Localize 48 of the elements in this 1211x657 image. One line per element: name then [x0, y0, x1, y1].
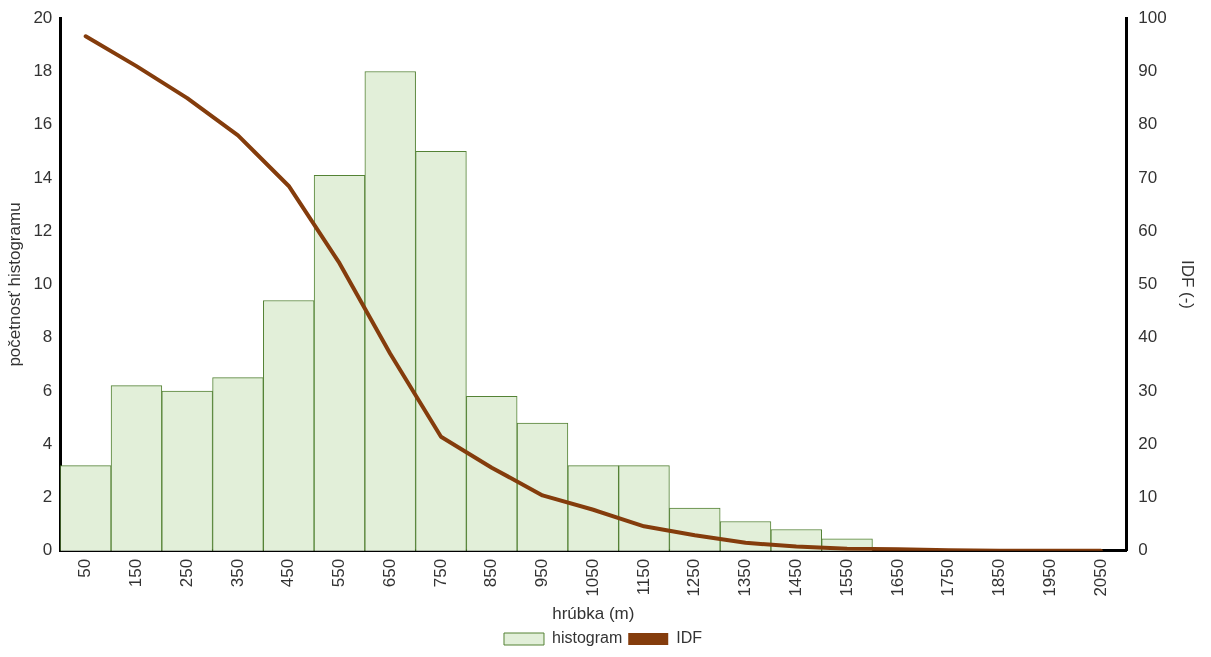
y-tick-label: 16 — [33, 114, 53, 134]
y-tick-label: 18 — [33, 61, 53, 81]
y2-tick-label: 70 — [1138, 167, 1158, 187]
y2-tick-label: 100 — [1138, 7, 1167, 27]
x-tick-label: 1150 — [633, 558, 653, 596]
y-tick-label: 14 — [33, 167, 53, 187]
y2-axis-title: IDF (-) — [1178, 259, 1198, 310]
y2-tick-label: 40 — [1138, 327, 1158, 347]
legend-label: histogram — [551, 629, 623, 647]
x-tick-label: 450 — [278, 558, 298, 588]
x-tick-label: 250 — [176, 558, 196, 588]
x-tick-label: 1650 — [887, 558, 907, 597]
y2-tick-label: 80 — [1138, 114, 1158, 134]
y-tick-label: 10 — [33, 274, 53, 294]
y-axis-title: početnosť histogramu — [4, 202, 24, 367]
x-axis-title: hrúbka (m) — [552, 604, 635, 624]
y2-tick-label: 50 — [1138, 274, 1158, 294]
x-tick-label: 950 — [532, 558, 552, 588]
x-tick-label: 1750 — [938, 558, 958, 597]
x-tick-label: 350 — [227, 558, 247, 588]
x-tick-label: 1550 — [836, 558, 856, 597]
y-tick-label: 0 — [42, 540, 53, 560]
y2-tick-label: 0 — [1138, 540, 1148, 560]
x-tick-label: 1350 — [735, 558, 755, 597]
x-tick-label: 1050 — [582, 558, 602, 597]
x-tick-label: 750 — [430, 558, 450, 588]
y-tick-label: 20 — [33, 7, 53, 27]
y2-tick-label: 10 — [1138, 487, 1158, 507]
x-tick-label: 550 — [329, 558, 349, 588]
y-tick-label: 12 — [33, 220, 53, 240]
y2-tick-label: 60 — [1138, 220, 1158, 240]
x-tick-label: 2050 — [1090, 558, 1110, 597]
x-tick-label: 1250 — [684, 558, 704, 597]
y-tick-label: 2 — [42, 487, 53, 507]
y2-tick-label: 30 — [1138, 380, 1158, 400]
y2-tick-label: 90 — [1138, 61, 1158, 81]
y-tick-label: 6 — [42, 380, 53, 400]
y-tick-label: 4 — [42, 433, 53, 453]
x-tick-label: 850 — [481, 558, 501, 588]
y2-tick-label: 20 — [1138, 433, 1158, 453]
x-tick-label: 150 — [126, 558, 146, 588]
x-tick-label: 1950 — [1039, 558, 1059, 597]
x-tick-label: 50 — [75, 558, 95, 578]
x-tick-label: 650 — [379, 558, 399, 588]
legend-label: IDF — [676, 629, 703, 647]
y-tick-label: 8 — [42, 327, 53, 347]
x-tick-label: 1450 — [785, 558, 805, 597]
x-tick-label: 1850 — [989, 558, 1009, 597]
